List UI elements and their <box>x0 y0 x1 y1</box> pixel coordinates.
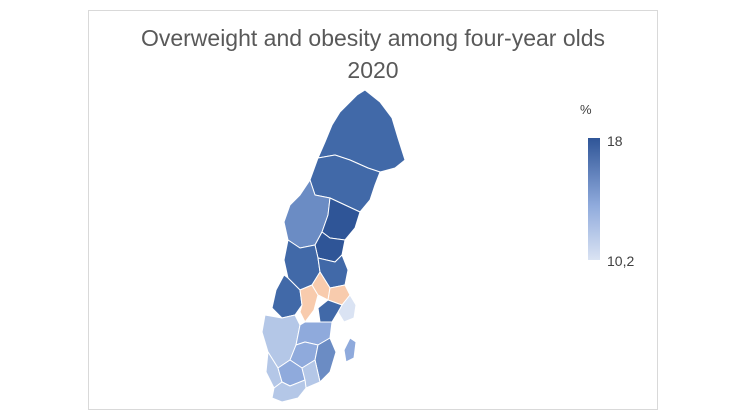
chart-title: Overweight and obesity among four-year o… <box>88 22 658 86</box>
chart-title-line-2: 2020 <box>347 57 399 83</box>
region-sodermanland[interactable] <box>317 299 343 323</box>
region-gotland[interactable] <box>343 337 357 363</box>
legend-color-scale <box>588 138 600 260</box>
chart-title-line-1: Overweight and obesity among four-year o… <box>140 25 606 51</box>
legend-min-label: 10,2 <box>607 253 635 269</box>
region-blekinge[interactable] <box>301 359 321 389</box>
legend-max-label: 18 <box>607 133 623 149</box>
chart-frame <box>88 10 658 410</box>
region-skane[interactable] <box>271 379 307 403</box>
legend-unit: % <box>580 102 592 117</box>
